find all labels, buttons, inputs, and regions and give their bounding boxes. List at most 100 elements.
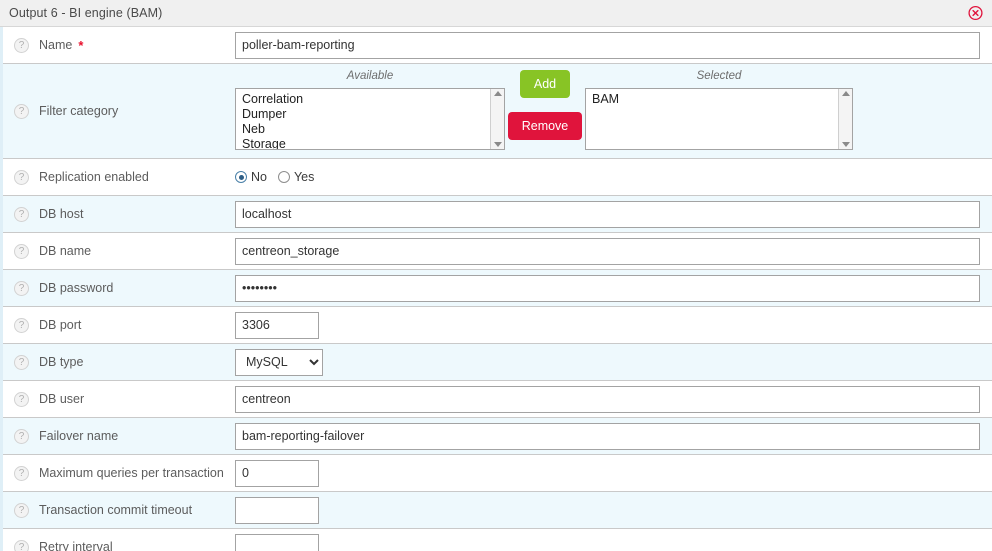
- transfer-buttons: Add Remove: [505, 70, 585, 140]
- scroll-down-icon[interactable]: [493, 142, 502, 147]
- add-button[interactable]: Add: [519, 70, 571, 98]
- selected-listbox[interactable]: BAM: [585, 88, 853, 150]
- form-row-db-user: ? DB user: [3, 381, 992, 418]
- form-row-failover-name: ? Failover name: [3, 418, 992, 455]
- field-label: Retry interval: [39, 540, 113, 551]
- field-label: Replication enabled: [39, 170, 149, 184]
- selected-caption: Selected: [696, 70, 742, 82]
- panel-header: Output 6 - BI engine (BAM): [0, 0, 992, 27]
- scroll-up-icon[interactable]: [493, 91, 502, 96]
- form-row-replication-enabled: ? Replication enabled No Yes: [3, 159, 992, 196]
- selected-list: BAM: [586, 89, 852, 107]
- list-item[interactable]: Storage: [242, 137, 286, 150]
- radio-option-yes[interactable]: Yes: [277, 170, 315, 184]
- field-cell: [235, 27, 992, 63]
- field-cell: No Yes: [235, 159, 992, 195]
- remove-button[interactable]: Remove: [507, 112, 583, 140]
- label-cell: ? Replication enabled: [3, 159, 235, 195]
- form-row-name: ? Name *: [3, 27, 992, 64]
- help-icon[interactable]: ?: [14, 391, 29, 407]
- field-cell: [235, 492, 992, 528]
- db-type-select[interactable]: MySQL: [235, 348, 323, 376]
- radio-indicator[interactable]: [235, 171, 247, 183]
- label-cell: ? DB name: [3, 233, 235, 269]
- field-cell: [235, 196, 992, 232]
- field-label: DB type: [39, 355, 84, 369]
- field-cell: Available Correlation Dumper Neb Storage: [235, 64, 992, 158]
- max-queries-input[interactable]: [235, 459, 319, 487]
- help-icon[interactable]: ?: [14, 428, 29, 444]
- field-label: Maximum queries per transaction: [39, 466, 224, 480]
- db-host-input[interactable]: [235, 200, 980, 228]
- form-row-retry-interval: ? Retry interval: [3, 529, 992, 551]
- db-user-input[interactable]: [235, 385, 980, 413]
- help-icon[interactable]: ?: [14, 317, 29, 333]
- field-label: Transaction commit timeout: [39, 503, 193, 517]
- selected-scrollbar[interactable]: [838, 89, 852, 149]
- help-icon[interactable]: ?: [14, 502, 29, 518]
- list-item[interactable]: Correlation: [242, 92, 304, 106]
- help-icon[interactable]: ?: [14, 280, 29, 296]
- radio-indicator[interactable]: [277, 171, 290, 183]
- field-cell: [235, 529, 992, 551]
- label-cell: ? DB port: [3, 307, 235, 343]
- form-row-db-password: ? DB password: [3, 270, 992, 307]
- required-marker: *: [78, 37, 84, 53]
- list-item[interactable]: Dumper: [242, 107, 287, 121]
- field-cell: [235, 270, 992, 306]
- list-item[interactable]: BAM: [592, 92, 620, 106]
- field-label: Name: [39, 38, 73, 52]
- replication-radio-group: No Yes: [235, 170, 320, 184]
- db-port-input[interactable]: [235, 311, 319, 339]
- help-icon[interactable]: ?: [14, 243, 29, 259]
- field-cell: [235, 455, 992, 491]
- help-icon[interactable]: ?: [14, 354, 29, 370]
- available-scrollbar[interactable]: [490, 89, 504, 149]
- label-cell: ? Retry interval: [3, 529, 235, 551]
- help-icon[interactable]: ?: [14, 206, 29, 222]
- scroll-up-icon[interactable]: [841, 91, 850, 96]
- label-cell: ? DB password: [3, 270, 235, 306]
- page-title: Output 6 - BI engine (BAM): [9, 6, 163, 20]
- label-cell: ? Transaction commit timeout: [3, 492, 235, 528]
- form-row-db-name: ? DB name: [3, 233, 992, 270]
- available-caption: Available: [346, 70, 394, 82]
- db-name-input[interactable]: [235, 237, 980, 265]
- field-cell: [235, 381, 992, 417]
- retry-interval-input[interactable]: [235, 533, 319, 551]
- help-icon[interactable]: ?: [14, 465, 29, 481]
- field-label: DB host: [39, 207, 84, 221]
- transaction-commit-timeout-input[interactable]: [235, 496, 319, 524]
- field-label: Failover name: [39, 429, 119, 443]
- form-row-db-host: ? DB host: [3, 196, 992, 233]
- field-cell: [235, 418, 992, 454]
- field-label: DB port: [39, 318, 82, 332]
- available-column: Available Correlation Dumper Neb Storage: [235, 70, 505, 150]
- label-cell: ? DB host: [3, 196, 235, 232]
- config-form: ? Name * ? Filter category Available Cor…: [0, 27, 992, 551]
- form-row-max-queries-per-transaction: ? Maximum queries per transaction: [3, 455, 992, 492]
- form-row-db-port: ? DB port: [3, 307, 992, 344]
- help-icon[interactable]: ?: [14, 539, 29, 551]
- close-circle-icon[interactable]: [968, 5, 983, 21]
- available-list: Correlation Dumper Neb Storage: [236, 89, 504, 150]
- db-password-input[interactable]: [235, 274, 980, 302]
- field-cell: [235, 233, 992, 269]
- failover-name-input[interactable]: [235, 422, 980, 450]
- name-input[interactable]: [235, 31, 980, 59]
- scroll-down-icon[interactable]: [841, 142, 850, 147]
- radio-option-no[interactable]: No: [235, 170, 267, 184]
- radio-label: Yes: [293, 170, 315, 184]
- help-icon[interactable]: ?: [14, 169, 29, 185]
- field-label: DB password: [39, 281, 114, 295]
- help-icon[interactable]: ?: [14, 37, 29, 53]
- field-cell: [235, 307, 992, 343]
- list-item[interactable]: Neb: [242, 122, 265, 136]
- available-listbox[interactable]: Correlation Dumper Neb Storage: [235, 88, 505, 150]
- selected-column: Selected BAM: [585, 70, 853, 150]
- form-row-filter-category: ? Filter category Available Correlation …: [3, 64, 992, 159]
- radio-label: No: [251, 170, 267, 184]
- form-row-db-type: ? DB type MySQL: [3, 344, 992, 381]
- help-icon[interactable]: ?: [14, 103, 29, 119]
